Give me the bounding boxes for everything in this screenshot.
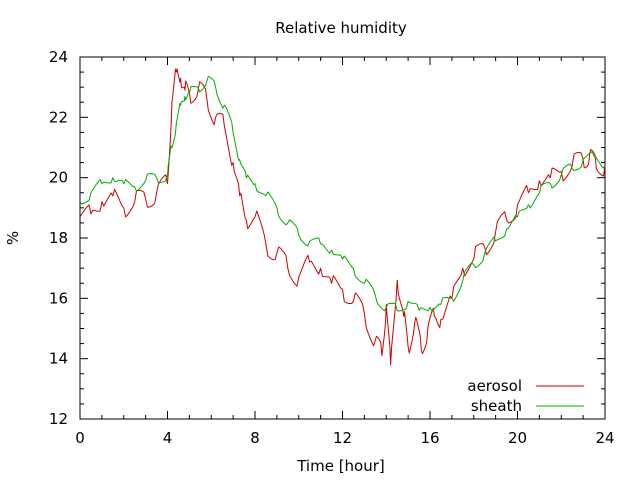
axis-tick-labels: 0 4 8 12 16 20 24 12 14 16 18 20 22 24: [49, 48, 615, 447]
x-tick-label: 0: [75, 429, 85, 447]
y-tick-label: 12: [49, 410, 68, 428]
chart-title: Relative humidity: [275, 19, 407, 37]
legend-label: aerosol: [467, 377, 522, 395]
plot-frame: [79, 56, 606, 420]
x-axis-label: Time [hour]: [296, 457, 385, 475]
y-axis-label: %: [4, 231, 22, 245]
y-tick-label: 22: [49, 108, 68, 126]
x-tick-label: 24: [595, 429, 614, 447]
x-tick-label: 8: [250, 429, 260, 447]
series-line-aerosol: [79, 68, 606, 366]
y-tick-label: 20: [49, 169, 68, 187]
y-tick-label: 14: [49, 350, 68, 368]
series-lines: [79, 68, 606, 366]
x-tick-label: 12: [333, 429, 352, 447]
y-tick-label: 18: [49, 229, 68, 247]
x-tick-label: 20: [508, 429, 527, 447]
legend: aerosol sheath: [467, 377, 584, 415]
x-tick-label: 16: [420, 429, 439, 447]
legend-label: sheath: [471, 397, 522, 415]
y-tick-label: 24: [49, 48, 68, 66]
y-tick-label: 16: [49, 289, 68, 307]
x-tick-label: 4: [163, 429, 173, 447]
series-line-sheath: [79, 75, 606, 312]
axis-ticks: [79, 56, 606, 420]
